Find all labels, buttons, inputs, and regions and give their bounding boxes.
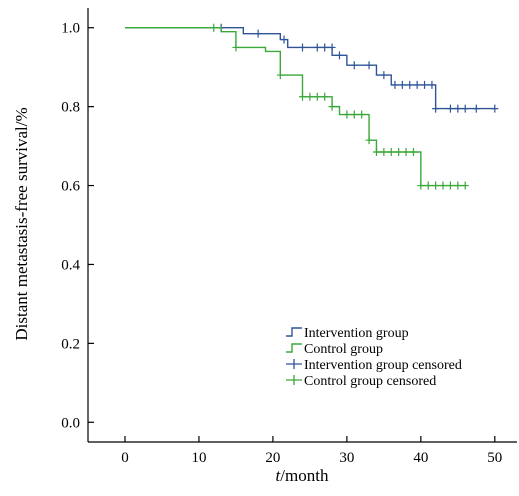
control-censor-mark [210, 23, 218, 32]
y-tick-label: 0.6 [61, 179, 80, 195]
x-tick-label: 40 [413, 450, 428, 466]
control-survival-line [124, 27, 466, 187]
intervention-censor-mark [398, 80, 406, 89]
legend-intervention-line-swatch [286, 327, 302, 337]
control-censor-mark [343, 110, 351, 119]
control-censor-mark [276, 71, 284, 80]
control-censor-mark [461, 181, 469, 190]
control-censor-mark [387, 148, 395, 157]
intervention-censor-mark [328, 43, 336, 52]
y-tick-label: 1.0 [61, 21, 80, 37]
intervention-censor-mark [406, 80, 414, 89]
intervention-censor-mark [350, 61, 358, 70]
x-axis-title-italic: t [276, 466, 282, 485]
x-tick-label: 10 [191, 450, 206, 466]
intervention-censor-mark [454, 104, 462, 113]
control-censor-mark [372, 148, 380, 157]
intervention-censor-mark [472, 104, 480, 113]
control-censor-mark [432, 181, 440, 190]
intervention-censor-mark [280, 35, 288, 44]
intervention-censor-mark [365, 61, 373, 70]
intervention-censor-mark [413, 80, 421, 89]
control-censor-mark [306, 92, 314, 101]
legend-control-censor-label: Control group censored [304, 374, 436, 389]
intervention-censor-mark [421, 80, 429, 89]
intervention-censor-mark [321, 43, 329, 52]
intervention-censor-mark [313, 43, 321, 52]
legend-control-censor-swatch [286, 375, 302, 385]
x-tick-label: 30 [339, 450, 354, 466]
axes: 0.0 0.2 0.4 0.6 0.8 1.0 0 10 20 30 40 50 [61, 8, 517, 466]
control-censor-mark [395, 148, 403, 157]
control-censor-mark [313, 92, 321, 101]
y-axis-title: Distant metastasis-free survival/% [12, 107, 31, 340]
intervention-censor-mark [428, 80, 436, 89]
y-tick-label: 0.4 [61, 257, 80, 273]
control-censor-mark [365, 136, 373, 145]
control-censor-mark [358, 110, 366, 119]
intervention-censor-mark [461, 104, 469, 113]
intervention-censor-mark [254, 29, 262, 38]
control-censor-mark [446, 181, 454, 190]
control-censor-mark [328, 102, 336, 111]
control-censor-mark [299, 92, 306, 101]
legend-intervention-censor-label: Intervention group censored [304, 358, 462, 373]
legend-intervention-line-label: Intervention group [304, 326, 409, 341]
control-censor-mark [232, 43, 240, 52]
control-censor-mark [321, 92, 329, 101]
x-tick-label: 50 [487, 450, 502, 466]
control-censor-mark [402, 148, 410, 157]
control-censor-mark [424, 181, 432, 190]
control-censor-mark [417, 181, 425, 190]
y-tick-label: 0.2 [61, 336, 80, 352]
y-tick-label: 0.8 [61, 100, 80, 116]
legend-control-line-swatch [286, 343, 302, 353]
legend-control-line-label: Control group [304, 342, 383, 357]
intervention-censor-mark [491, 104, 499, 113]
y-tick-label: 0.0 [61, 415, 80, 431]
x-axis-title: t/month [276, 466, 329, 485]
legend-intervention-censor-swatch [286, 359, 302, 369]
control-censor-mark [380, 148, 388, 157]
control-censor-mark [454, 181, 462, 190]
series-layer [124, 23, 499, 190]
intervention-censor-mark [446, 104, 454, 113]
x-tick-label: 0 [121, 450, 129, 466]
control-censor-mark [350, 110, 358, 119]
intervention-censor-mark [380, 71, 388, 80]
x-axis-title-rest: /month [280, 466, 329, 485]
control-censor-mark [409, 148, 417, 157]
intervention-censor-mark [391, 80, 399, 89]
x-tick-label: 20 [265, 450, 280, 466]
control-censor-mark [439, 181, 447, 190]
intervention-censor-mark [299, 43, 306, 52]
intervention-censor-mark [335, 51, 343, 60]
intervention-censor-mark [432, 104, 440, 113]
